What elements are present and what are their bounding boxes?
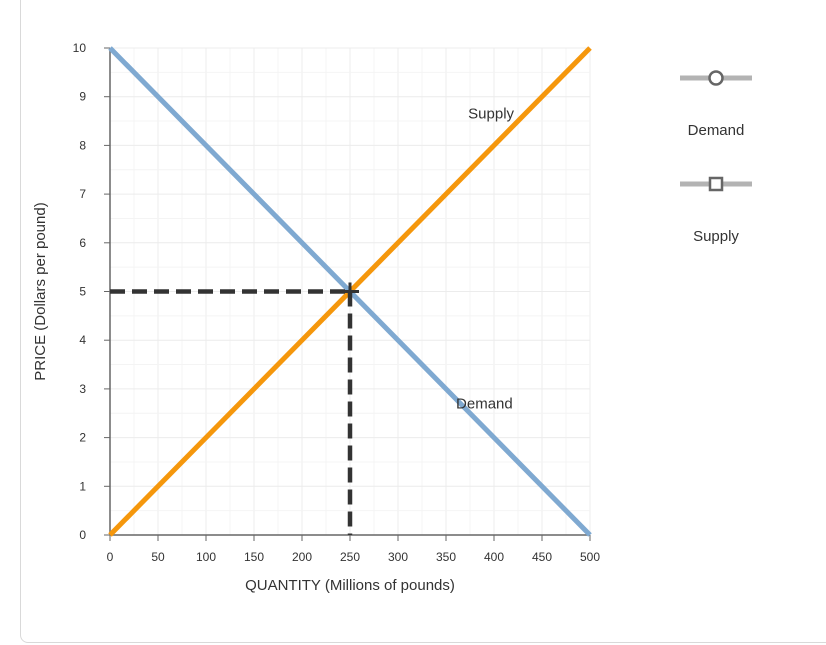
y-axis-title: PRICE (Dollars per pound) [32, 202, 49, 380]
legend: Demand Supply [660, 60, 780, 272]
x-tick-label: 150 [244, 550, 264, 564]
y-tick-label: 0 [79, 528, 86, 542]
x-tick-label: 50 [151, 550, 165, 564]
chart-panel [20, 0, 826, 643]
x-tick-label: 100 [196, 550, 216, 564]
x-tick-label: 200 [292, 550, 312, 564]
y-tick-label: 1 [79, 479, 86, 493]
x-tick-label: 400 [484, 550, 504, 564]
y-tick-label: 3 [79, 382, 86, 396]
x-tick-label: 500 [580, 550, 600, 564]
curve-label-demand: Demand [456, 395, 513, 412]
y-tick-label: 6 [79, 236, 86, 250]
x-tick-label: 0 [107, 550, 114, 564]
x-tick-label: 450 [532, 550, 552, 564]
square-marker-icon [680, 176, 752, 192]
legend-item-supply[interactable]: Supply [660, 166, 780, 272]
y-tick-label: 4 [79, 333, 86, 347]
y-tick-label: 9 [79, 90, 86, 104]
x-tick-label: 350 [436, 550, 456, 564]
y-tick-label: 7 [79, 187, 86, 201]
y-tick-label: 5 [79, 285, 86, 299]
x-tick-label: 300 [388, 550, 408, 564]
y-tick-label: 8 [79, 138, 86, 152]
y-tick-label: 2 [79, 431, 86, 445]
curve-label-supply: Supply [468, 106, 514, 123]
legend-item-demand[interactable]: Demand [660, 60, 780, 166]
y-tick-label: 10 [73, 41, 87, 55]
x-tick-label: 250 [340, 550, 360, 564]
legend-label-demand: Demand [687, 122, 745, 139]
circle-marker-icon [680, 70, 752, 86]
x-axis-title: QUANTITY (Millions of pounds) [245, 577, 455, 594]
legend-label-supply: Supply [693, 228, 739, 245]
